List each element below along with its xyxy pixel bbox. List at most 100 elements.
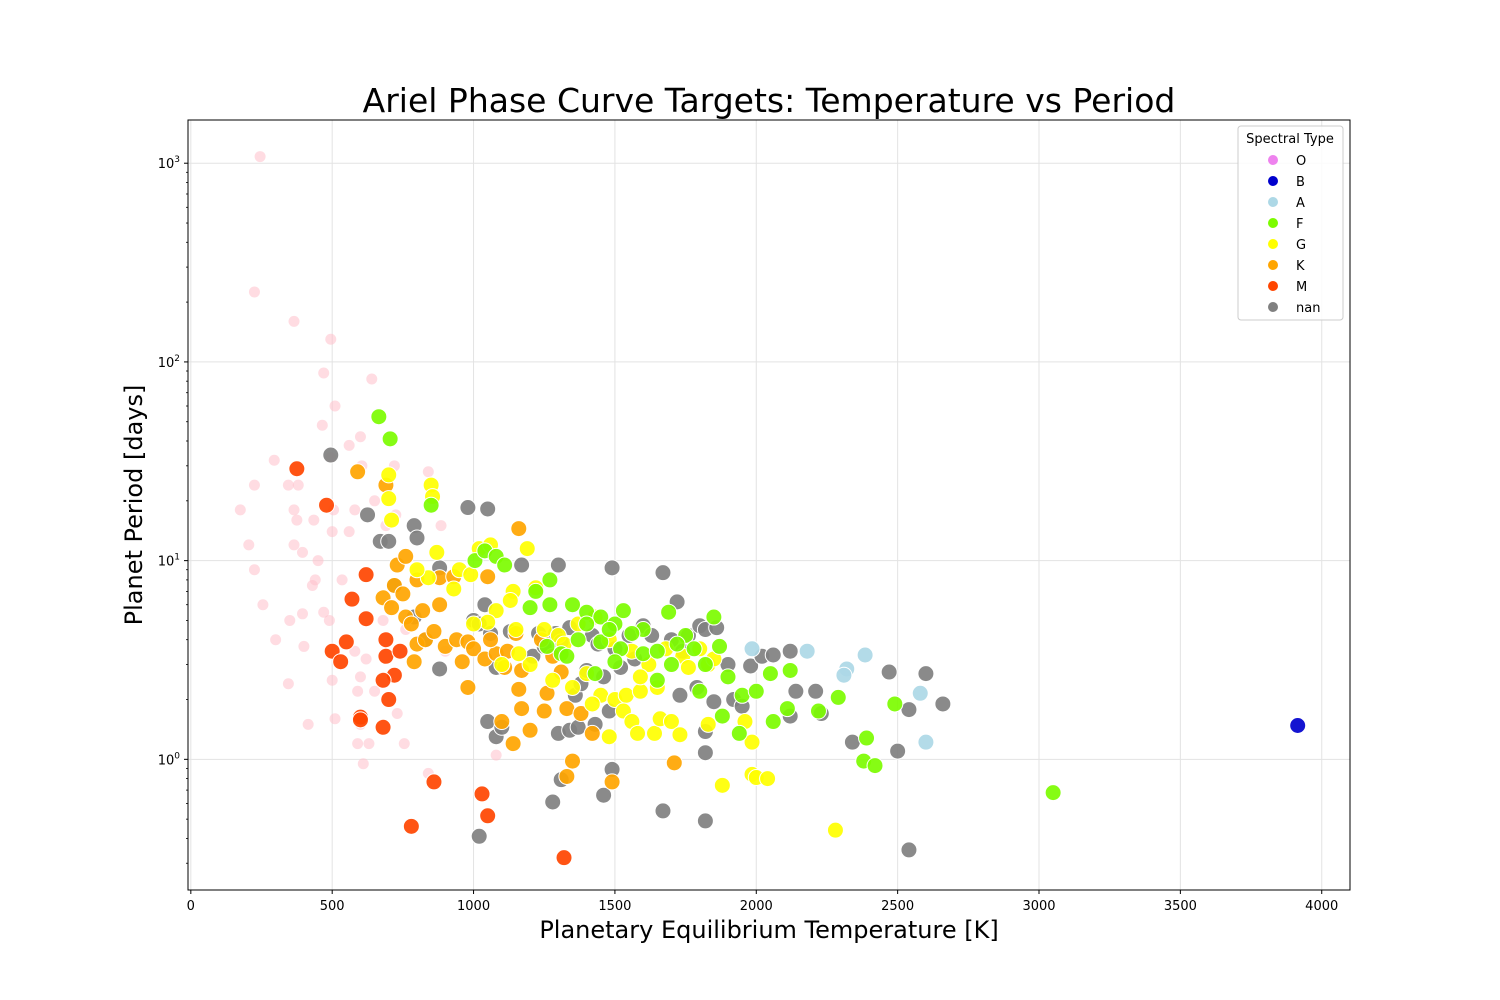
data-point-f (592, 633, 610, 651)
background-point (316, 419, 328, 431)
x-axis-label: Planetary Equilibrium Temperature [K] (539, 916, 998, 944)
data-point-f (778, 700, 796, 718)
data-point-k (414, 602, 432, 620)
grid-lines (188, 120, 1350, 890)
data-point-nan (742, 657, 760, 675)
x-tick-label: 2000 (740, 899, 773, 914)
data-point-m (391, 642, 409, 660)
legend-marker (1268, 260, 1278, 270)
background-point (306, 579, 318, 591)
data-point-g (383, 511, 401, 529)
data-point-k (504, 735, 522, 753)
data-point-f (381, 430, 399, 448)
x-tick-label: 500 (320, 899, 345, 914)
y-axis-ticks: 100 101 102 103 (158, 155, 188, 864)
data-point-f (592, 608, 610, 626)
background-point (248, 286, 260, 298)
data-point-nan (380, 532, 398, 550)
legend-label: B (1296, 175, 1305, 190)
data-point-g (662, 713, 680, 731)
y-axis-label: Planet Period [days] (120, 385, 148, 626)
legend-label: M (1296, 280, 1307, 295)
background-point (354, 671, 366, 683)
legend-marker (1268, 197, 1278, 207)
background-point (398, 738, 410, 750)
data-point-f (809, 702, 827, 720)
background-point (268, 454, 280, 466)
legend-marker (1268, 281, 1278, 291)
background-point (422, 466, 434, 478)
data-point-k (459, 678, 477, 696)
data-point-g (501, 592, 519, 610)
background-point (297, 608, 309, 620)
data-point-g (600, 728, 618, 746)
legend-marker (1268, 239, 1278, 249)
data-point-f (713, 707, 731, 725)
y-tick-label: 103 (158, 155, 180, 172)
x-tick-label: 3000 (1022, 899, 1055, 914)
data-point-nan (880, 663, 898, 681)
data-point-k (510, 520, 528, 538)
data-point-f (781, 661, 799, 679)
background-point (329, 713, 341, 725)
background-point (291, 514, 303, 526)
data-point-f (564, 596, 582, 614)
data-point-k (583, 724, 601, 742)
data-point-g (493, 656, 511, 674)
background-point (349, 645, 361, 657)
data-point-m (555, 849, 573, 867)
data-point-f (668, 635, 686, 653)
data-point-g (617, 686, 635, 704)
legend-title: Spectral Type (1246, 132, 1334, 147)
data-point-f (691, 682, 709, 700)
data-point-nan (787, 682, 805, 700)
data-point-f (606, 653, 624, 671)
data-point-f (747, 682, 765, 700)
data-point-nan (603, 559, 621, 577)
background-point (360, 653, 372, 665)
data-point-m (380, 691, 398, 709)
background-point (352, 685, 364, 697)
data-point-a (798, 642, 816, 660)
background-point (292, 479, 304, 491)
data-point-k (513, 700, 531, 718)
data-point-g (679, 658, 697, 676)
data-point-nan (479, 713, 497, 731)
data-point-m (425, 773, 443, 791)
background-point (248, 479, 260, 491)
data-point-g (544, 671, 562, 689)
background-point (243, 539, 255, 551)
data-point-nan (322, 446, 340, 464)
data-point-f (648, 671, 666, 689)
legend-label: nan (1296, 301, 1320, 316)
background-point (298, 640, 310, 652)
data-point-k (493, 713, 511, 731)
data-point-nan (696, 812, 714, 830)
data-point-nan (705, 693, 723, 711)
data-point-f (761, 665, 779, 683)
data-point-k (349, 463, 367, 481)
x-tick-label: 1500 (598, 899, 631, 914)
data-point-k (564, 752, 582, 770)
data-point-g (465, 615, 483, 633)
background-point (369, 685, 381, 697)
background-point (308, 514, 320, 526)
data-point-m (318, 496, 336, 514)
data-point-g (479, 613, 497, 631)
data-point-f (829, 688, 847, 706)
legend-box (1237, 125, 1344, 321)
background-point (282, 479, 294, 491)
data-point-g (521, 656, 539, 674)
data-point-m (374, 671, 392, 689)
data-point-g (507, 621, 525, 639)
data-point-f (578, 615, 596, 633)
data-point-nan (408, 529, 426, 547)
data-point-nan (359, 506, 377, 524)
data-point-g (535, 621, 553, 639)
x-tick-label: 1000 (457, 899, 490, 914)
legend-marker (1268, 302, 1278, 312)
data-point-k (397, 547, 415, 565)
legend-label: G (1296, 238, 1306, 253)
data-point-nan (889, 742, 907, 760)
